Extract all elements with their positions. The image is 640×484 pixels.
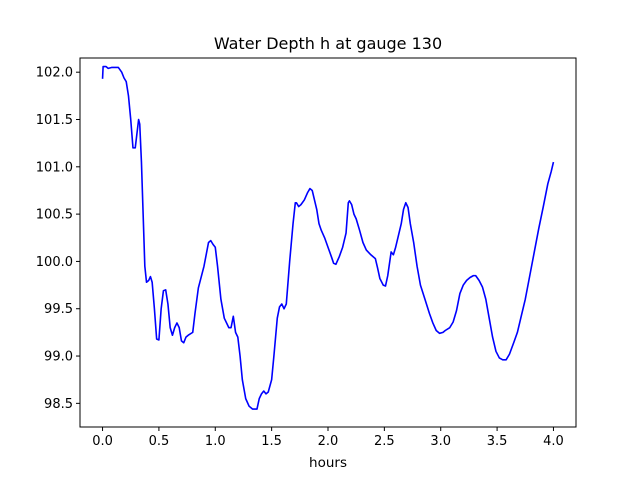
x-tick-label: 2.0: [318, 434, 339, 449]
x-tick-label: 1.0: [205, 434, 226, 449]
y-tick-label: 99.0: [44, 350, 73, 365]
x-tick-label: 2.5: [374, 434, 395, 449]
x-tick-label: 4.0: [543, 434, 564, 449]
x-tick-label: 3.5: [487, 434, 508, 449]
y-tick-label: 100.5: [36, 208, 73, 223]
y-tick-label: 99.5: [44, 302, 73, 317]
y-tick-label: 101.0: [36, 160, 73, 175]
x-tick-label: 1.5: [261, 434, 282, 449]
chart-title: Water Depth h at gauge 130: [214, 34, 442, 53]
y-tick-label: 100.0: [36, 255, 73, 270]
y-tick-label: 102.0: [36, 66, 73, 81]
x-tick-label: 0.0: [92, 434, 113, 449]
x-axis-label: hours: [309, 455, 347, 471]
x-tick-label: 0.5: [149, 434, 170, 449]
series-line-0: [101, 65, 555, 410]
plot-area: 0.0 0.5 1.0 1.5 2.0 2.5 3.0 3.5 4.0 98.5 99.0 99.5 1…: [36, 57, 577, 449]
y-tick-label: 101.5: [36, 113, 73, 128]
y-tick-label: 98.5: [44, 397, 73, 412]
x-tick-label: 3.0: [430, 434, 451, 449]
